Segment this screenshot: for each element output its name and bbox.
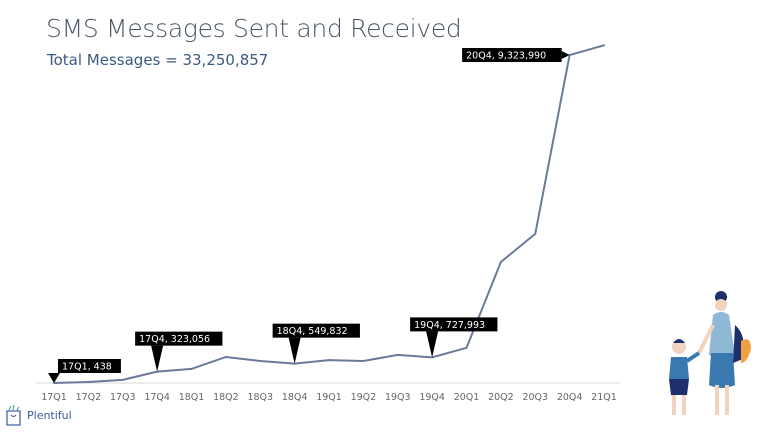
x-tick-label: 19Q4 xyxy=(419,392,445,403)
data-label: 18Q4, 549,832 xyxy=(277,326,348,337)
data-point xyxy=(465,346,468,349)
x-tick-label: 17Q1 xyxy=(41,392,67,403)
callout-pointer xyxy=(151,345,164,372)
callout-box xyxy=(462,48,562,62)
x-tick-label: 18Q1 xyxy=(179,392,205,403)
callout-box xyxy=(58,358,121,373)
data-point xyxy=(87,380,90,383)
callout-box xyxy=(410,317,498,332)
data-label: 20Q4, 9,323,990 xyxy=(466,51,546,62)
x-tick-label: 21Q1 xyxy=(591,392,617,403)
chart-title: SMS Messages Sent and Received xyxy=(46,14,462,43)
x-tick-label: 20Q1 xyxy=(454,392,480,403)
x-tick-label: 18Q4 xyxy=(282,392,308,403)
x-tick-label: 20Q4 xyxy=(557,392,583,403)
data-point xyxy=(396,353,399,356)
x-tick-label: 20Q2 xyxy=(488,392,514,403)
shopping-bag-icon xyxy=(6,404,21,426)
data-point xyxy=(603,44,605,47)
x-tick-label: 19Q2 xyxy=(351,392,377,403)
data-point xyxy=(259,360,262,363)
x-tick-label: 18Q3 xyxy=(247,392,273,403)
data-point xyxy=(121,378,124,381)
data-point xyxy=(328,359,330,362)
data-point xyxy=(362,360,365,363)
brand-name: Plentiful xyxy=(27,408,72,422)
x-tick-label: 20Q3 xyxy=(522,392,548,403)
plentiful-logo: Plentiful xyxy=(6,404,72,426)
x-tick-label: 19Q3 xyxy=(385,392,411,403)
callout-pointer xyxy=(288,337,301,364)
data-point xyxy=(224,355,227,358)
x-tick-label: 17Q2 xyxy=(76,392,102,403)
chart-subtitle: Total Messages = 33,250,857 xyxy=(47,51,269,69)
data-label: 17Q1, 438 xyxy=(62,361,112,372)
x-tick-label: 17Q3 xyxy=(110,392,136,403)
callout-pointer xyxy=(561,51,570,59)
x-tick-label: 17Q4 xyxy=(144,392,170,403)
x-tick-label: 19Q1 xyxy=(316,392,342,403)
x-tick-label: 18Q2 xyxy=(213,392,239,403)
data-label: 19Q4, 727,993 xyxy=(414,320,485,331)
callout-box xyxy=(135,331,223,346)
callout-pointer xyxy=(48,372,60,383)
callout-pointer xyxy=(426,331,439,358)
data-point xyxy=(499,260,502,263)
data-point xyxy=(190,367,193,370)
data-point xyxy=(534,232,537,235)
callout-box xyxy=(272,323,360,338)
data-label: 17Q4, 323,056 xyxy=(139,334,210,345)
mother-child-illustration xyxy=(669,291,751,415)
